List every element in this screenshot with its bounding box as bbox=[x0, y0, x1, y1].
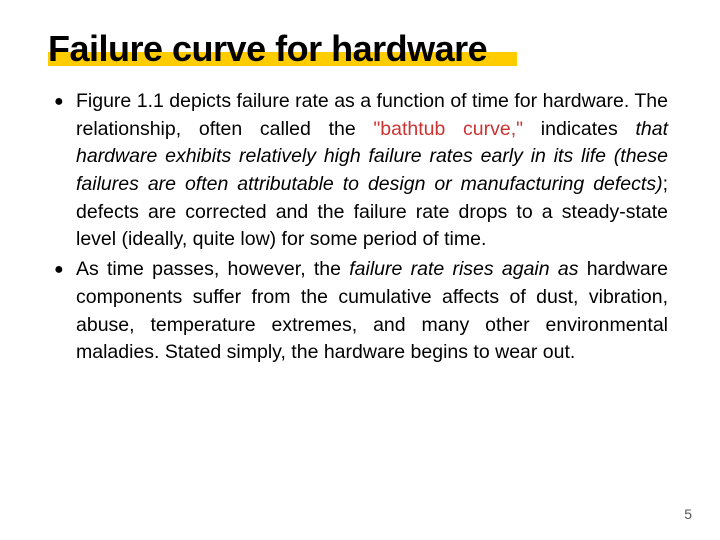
page-number: 5 bbox=[684, 506, 692, 522]
slide-title: Failure curve for hardware bbox=[48, 28, 487, 70]
slide: Failure curve for hardware ● Figure 1.1 … bbox=[0, 0, 720, 540]
list-item: ● As time passes, however, the failure r… bbox=[54, 256, 668, 367]
text-run: indicates bbox=[523, 118, 635, 140]
bullet-icon: ● bbox=[54, 256, 76, 284]
bullet-icon: ● bbox=[54, 88, 76, 116]
bullet-text: As time passes, however, the failure rat… bbox=[76, 256, 668, 367]
list-item: ● Figure 1.1 depicts failure rate as a f… bbox=[54, 88, 668, 254]
title-wrap: Failure curve for hardware bbox=[48, 28, 487, 70]
text-run-quoted: "bathtub curve," bbox=[373, 118, 523, 140]
bullet-text: Figure 1.1 depicts failure rate as a fun… bbox=[76, 88, 668, 254]
text-run-italic: failure rate rises again as bbox=[349, 258, 578, 280]
text-run: As time passes, however, the bbox=[76, 258, 349, 280]
slide-body: ● Figure 1.1 depicts failure rate as a f… bbox=[48, 88, 672, 367]
